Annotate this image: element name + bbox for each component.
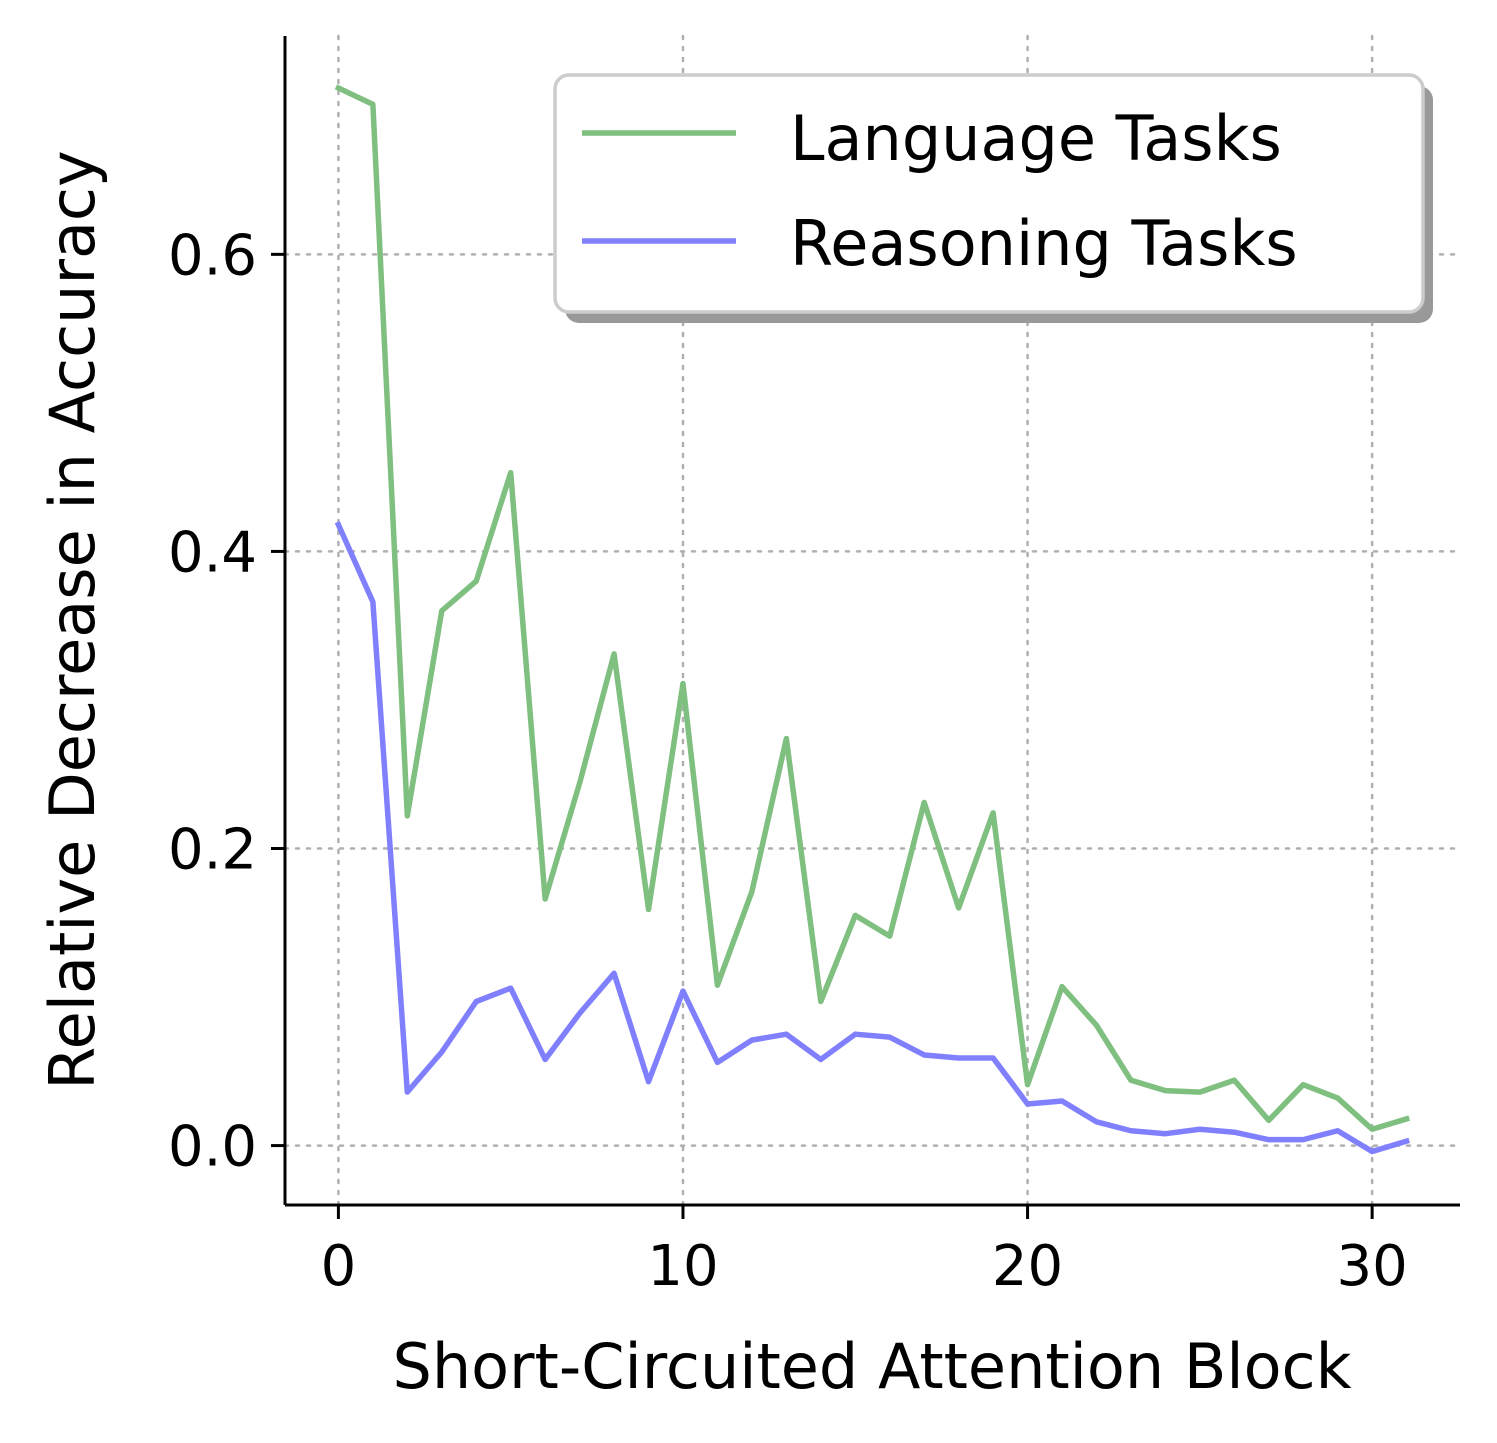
x-tick-label: 10 xyxy=(647,1234,718,1299)
series-line-language-tasks xyxy=(334,84,1411,1132)
y-axis-label: Relative Decrease in Accuracy xyxy=(36,150,109,1089)
x-axis-label: Short-Circuited Attention Block xyxy=(392,1330,1351,1403)
y-tick-label: 0.2 xyxy=(168,818,257,883)
series-layer xyxy=(334,84,1411,1155)
legend-box xyxy=(553,73,1425,314)
series-line-reasoning-tasks xyxy=(334,521,1411,1155)
x-tick-label: 20 xyxy=(992,1234,1063,1299)
x-tick-label: 0 xyxy=(321,1234,357,1299)
ticks-layer: 0 10 20 30 0.0 0.2 0.4 0.6 xyxy=(168,223,1408,1299)
y-tick-label: 0.0 xyxy=(168,1115,257,1180)
x-tick-label: 30 xyxy=(1337,1234,1408,1299)
y-tick-label: 0.6 xyxy=(168,223,257,288)
axes-layer xyxy=(283,36,1460,1207)
legend-label-language: Language Tasks xyxy=(790,102,1282,175)
legend-label-reasoning: Reasoning Tasks xyxy=(790,207,1298,280)
legend: Language Tasks Reasoning Tasks xyxy=(553,73,1433,323)
y-tick-label: 0.4 xyxy=(168,520,257,585)
